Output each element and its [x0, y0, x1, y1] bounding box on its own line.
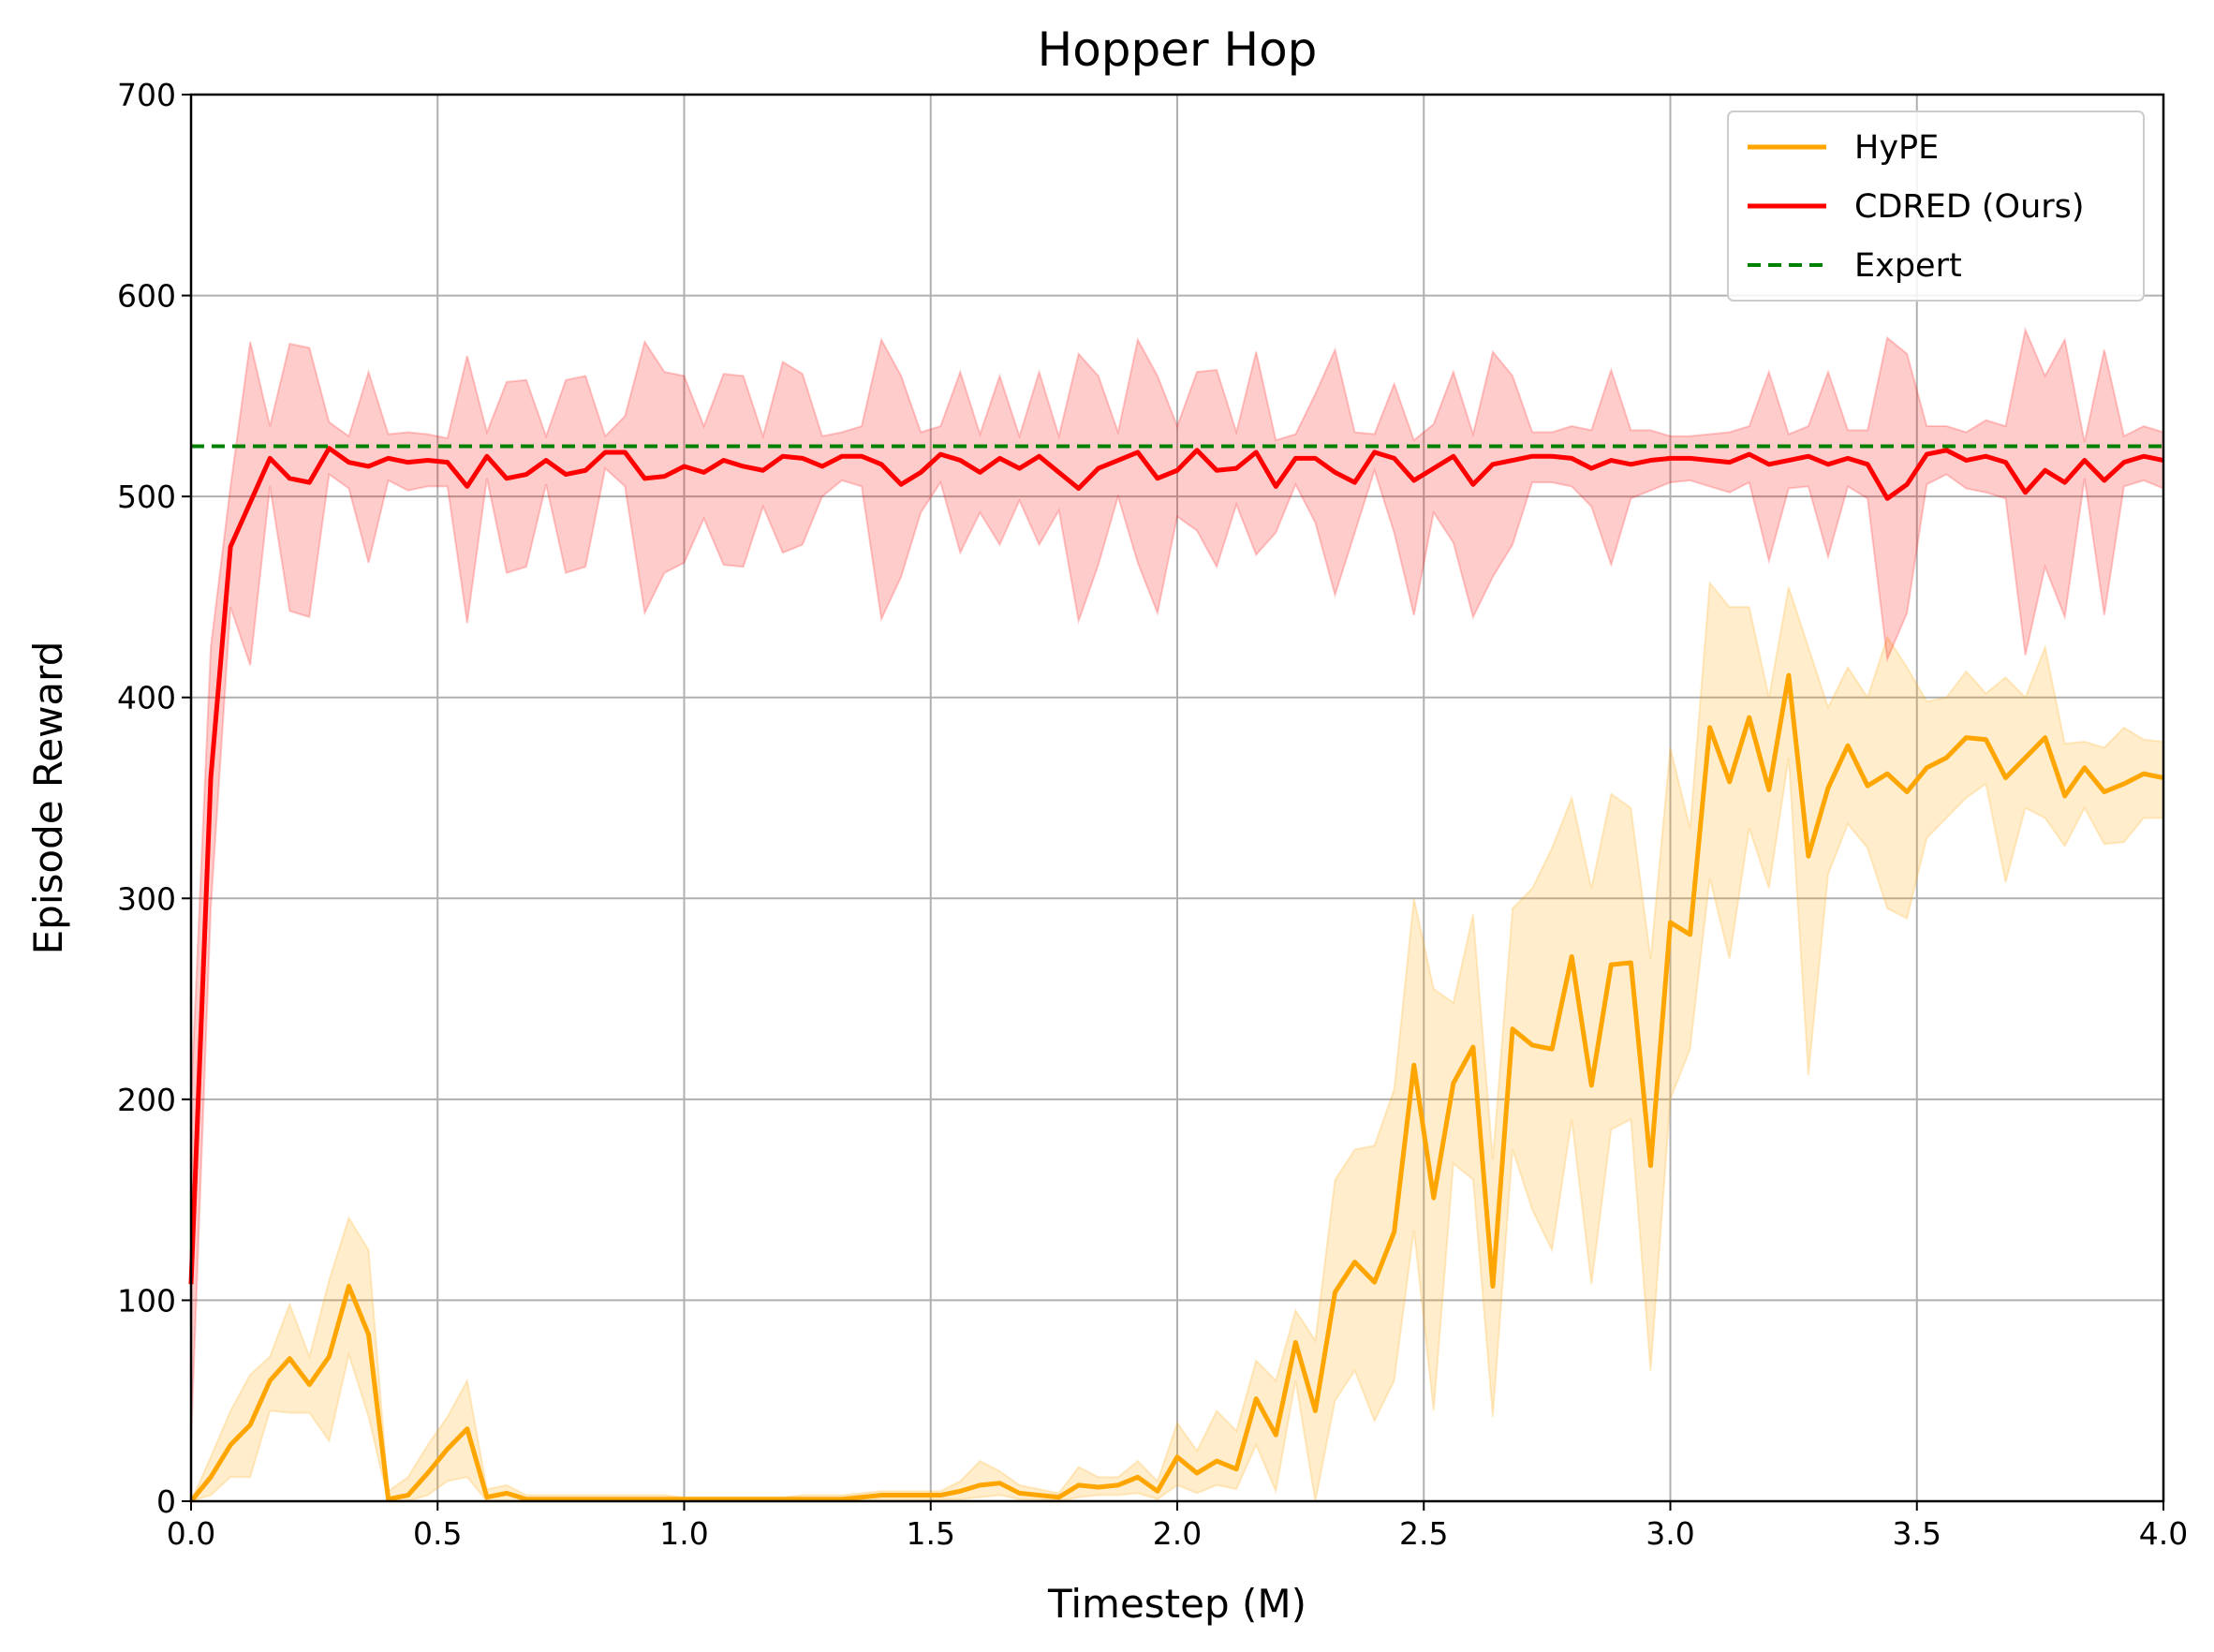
legend: HyPE CDRED (Ours) Expert: [1727, 111, 2145, 302]
x-tick-label: 0.5: [413, 1515, 462, 1552]
y-tick-label: 400: [117, 680, 176, 716]
y-tick-label: 100: [117, 1282, 176, 1319]
x-tick-label: 0.0: [167, 1515, 215, 1552]
x-tick-label: 2.5: [1399, 1515, 1448, 1552]
y-tick-label: 300: [117, 880, 176, 917]
legend-label-expert: Expert: [1854, 247, 1962, 285]
y-tick-label: 600: [117, 278, 176, 315]
legend-box: [1727, 111, 2145, 302]
y-tick-label: 500: [117, 479, 176, 515]
x-tick-label: 3.5: [1893, 1515, 1941, 1552]
y-tick-label: 700: [117, 77, 176, 113]
series-lines: [188, 444, 2164, 1503]
line-hype: [189, 672, 2164, 1503]
x-axis-label: Timestep (M): [1047, 1581, 1306, 1627]
x-tick-label: 1.0: [659, 1515, 708, 1552]
line-cdred-ours: [188, 446, 2164, 1285]
legend-label-cdred-ours: CDRED (Ours): [1854, 188, 2085, 226]
y-tick-label: 200: [117, 1082, 176, 1118]
x-tick-label: 1.5: [907, 1515, 955, 1552]
chart-title: Hopper Hop: [1038, 22, 1318, 77]
x-tick-label: 3.0: [1646, 1515, 1694, 1552]
y-tick-label: 0: [156, 1483, 176, 1520]
legend-label-hype: HyPE: [1854, 129, 1939, 167]
x-tick-label: 2.0: [1153, 1515, 1202, 1552]
y-axis-label: Episode Reward: [25, 642, 71, 955]
axis-ticks: 0.0 0.5 1.0 1.5 2.0 2.5 3.0 3.5 4.0 0 100 200 300 400…: [117, 77, 2188, 1552]
x-tick-label: 4.0: [2139, 1515, 2188, 1552]
